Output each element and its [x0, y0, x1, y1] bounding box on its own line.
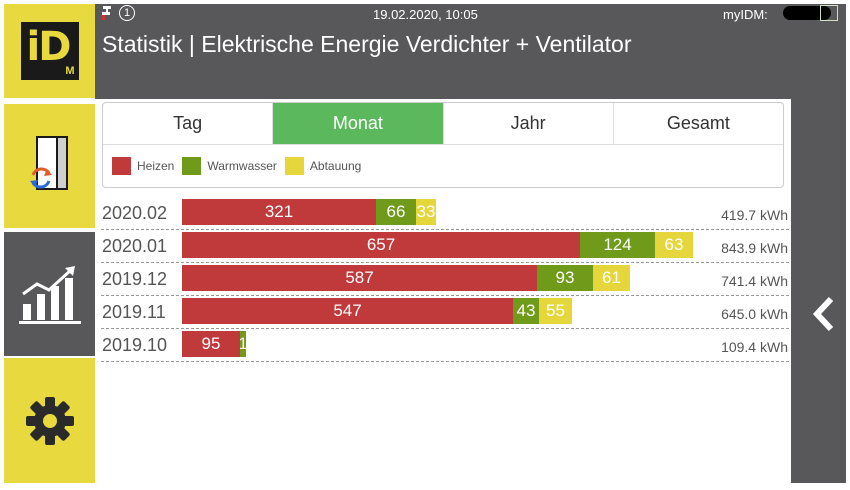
filter-panel: Tag Monat Jahr Gesamt Heizen Warmwasser … [102, 102, 784, 188]
tab-tag[interactable]: Tag [103, 103, 274, 144]
period-label: 2019.11 [102, 302, 166, 322]
header: 1 19.02.2020, 10:05 myIDM: Statistik | E… [95, 4, 846, 99]
row-total: 645.0 kWh [721, 306, 788, 322]
bar-segment-warmwasser: 66 [376, 199, 416, 225]
bar-segment-heizen: 657 [182, 232, 580, 258]
stacked-bar: 321 66 33 [182, 199, 436, 225]
legend-item-abtauung: Abtauung [284, 157, 362, 175]
legend-swatch [182, 157, 202, 175]
page-title: Statistik | Elektrische Energie Verdicht… [102, 31, 632, 57]
list-item: 2019.11 547 43 55 645.0 kWh [101, 296, 789, 329]
bar-segment-heizen: 547 [182, 298, 513, 324]
bar-segment-heizen: 587 [182, 265, 537, 291]
stacked-bar: 95 1 [182, 331, 246, 357]
bar-segment-warmwasser: 43 [513, 298, 539, 324]
row-total: 843.9 kWh [721, 240, 788, 256]
heatpump-icon [29, 136, 68, 190]
period-label: 2020.01 [102, 236, 168, 256]
logo-text: iD [26, 24, 72, 70]
status-icons: 1 [101, 5, 135, 21]
legend-swatch [112, 157, 131, 175]
user-label: myIDM: [723, 7, 768, 22]
bar-segment-abtauung: 55 [539, 298, 572, 324]
back-chevron-icon[interactable] [812, 296, 835, 339]
statistics-list: 2020.02 321 66 33 419.7 kWh 2020.01 657 124 63 84… [101, 197, 789, 362]
list-item: 2019.12 587 93 61 741.4 kWh [101, 263, 789, 296]
list-item: 2020.02 321 66 33 419.7 kWh [101, 197, 789, 230]
tab-gesamt[interactable]: Gesamt [666, 113, 730, 133]
period-label: 2020.02 [102, 203, 168, 223]
redacted-username [783, 6, 831, 20]
logo-subtext: M [65, 65, 75, 77]
legend-swatch [284, 157, 304, 175]
stacked-bar: 547 43 55 [182, 298, 572, 324]
tap-icon [102, 6, 111, 20]
bar-segment-abtauung: 63 [655, 232, 693, 258]
network-icon [820, 5, 838, 21]
list-item: 2019.10 95 1 109.4 kWh [101, 329, 789, 362]
period-tabs: Tag Monat Jahr Gesamt [103, 103, 783, 145]
gear-icon [25, 396, 74, 445]
stacked-bar: 587 93 61 [182, 265, 630, 291]
period-label: 2019.10 [102, 335, 168, 355]
tab-monat[interactable]: Monat [273, 103, 444, 144]
logo-tile[interactable]: iD M [4, 4, 95, 98]
idm-logo: iD M [20, 22, 79, 80]
bar-segment-warmwasser: 93 [537, 265, 593, 291]
datetime: 19.02.2020, 10:05 [373, 7, 478, 22]
legend-item-heizen: Heizen [112, 157, 174, 175]
bar-chart-icon [18, 266, 81, 324]
tab-jahr[interactable]: Jahr [444, 103, 614, 144]
legend-label: Heizen [137, 159, 175, 173]
list-item: 2020.01 657 124 63 843.9 kWh [101, 230, 789, 263]
row-total: 741.4 kWh [721, 273, 788, 289]
bar-segment-warmwasser: 1 [240, 331, 246, 357]
sidebar-item-settings[interactable] [4, 358, 95, 483]
legend-label: Abtauung [309, 159, 362, 173]
legend-label: Warmwasser [207, 159, 277, 173]
stacked-bar: 657 124 63 [182, 232, 693, 258]
notification-badge[interactable]: 1 [119, 5, 135, 21]
legend-item-warmwasser: Warmwasser [182, 157, 277, 175]
bar-segment-heizen: 95 [182, 331, 240, 357]
bar-segment-abtauung: 33 [416, 199, 436, 225]
legend: Heizen Warmwasser Abtauung [103, 145, 783, 175]
sidebar-item-statistics[interactable] [4, 232, 95, 356]
bar-segment-warmwasser: 124 [580, 232, 655, 258]
bar-segment-abtauung: 61 [593, 265, 630, 291]
right-nav-bar [791, 99, 846, 483]
row-total: 109.4 kWh [721, 339, 788, 355]
sidebar: iD M [4, 4, 95, 483]
row-total: 419.7 kWh [721, 207, 788, 223]
bar-segment-heizen: 321 [182, 199, 376, 225]
sidebar-item-heatpump[interactable] [4, 104, 95, 228]
period-label: 2019.12 [102, 269, 168, 289]
